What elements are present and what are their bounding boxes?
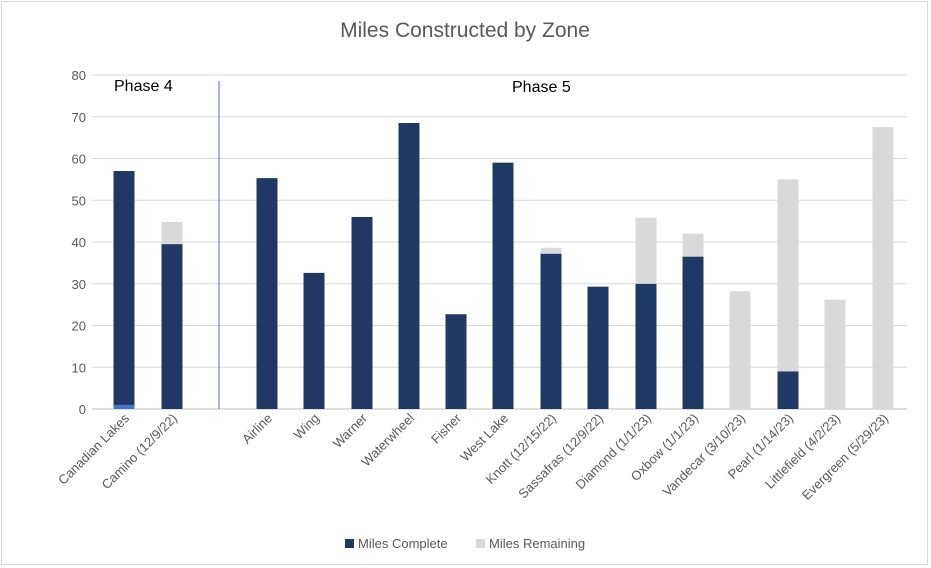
x-category-label: Vandecar (3/10/23) <box>659 411 748 500</box>
legend-swatch <box>476 539 485 548</box>
y-tick-label: 20 <box>72 319 86 334</box>
bar-miles-complete <box>492 162 514 409</box>
bar-miles-remaining <box>824 299 846 409</box>
bar-miles-remaining <box>777 179 799 372</box>
bar-miles-complete <box>540 253 562 409</box>
legend: Miles Complete Miles Remaining <box>345 536 585 551</box>
phase-4-label: Phase 4 <box>114 78 173 95</box>
y-tick-label: 70 <box>72 110 86 125</box>
legend-label: Miles Complete <box>358 536 448 551</box>
y-tick-label: 40 <box>72 235 86 250</box>
legend-label: Miles Remaining <box>489 536 585 551</box>
bar-miles-complete <box>587 286 609 409</box>
legend-swatch <box>345 539 354 548</box>
chart-title: Miles Constructed by Zone <box>340 19 590 42</box>
phase-5-label: Phase 5 <box>512 79 571 96</box>
bar-miles-complete <box>445 314 467 409</box>
x-category-label: Warner <box>330 410 371 451</box>
y-tick-label: 80 <box>72 68 86 83</box>
y-tick-label: 10 <box>72 360 86 375</box>
bar-miles-remaining <box>635 217 657 284</box>
y-tick-label: 60 <box>72 152 86 167</box>
bar-miles-complete <box>398 123 420 409</box>
bar-miles-remaining <box>872 127 894 409</box>
bar-miles-complete <box>351 216 373 409</box>
bar-miles-complete <box>303 272 325 409</box>
x-category-label: Fisher <box>428 410 465 447</box>
bar-miles-complete <box>113 171 135 409</box>
y-tick-label: 30 <box>72 277 86 292</box>
y-tick-label: 50 <box>72 193 86 208</box>
bar-miles-remaining <box>161 221 183 245</box>
bar-miles-remaining <box>540 247 562 254</box>
x-category-label: Evergreen (5/29/23) <box>799 411 891 503</box>
x-category-label: Airline <box>239 411 275 447</box>
bar-miles-complete <box>161 244 183 409</box>
y-tick-label: 0 <box>79 402 86 417</box>
bar-miles-complete <box>635 283 657 409</box>
bar-miles-complete <box>682 256 704 409</box>
bar-base-highlight <box>113 404 135 409</box>
bar-miles-complete <box>256 178 278 409</box>
x-category-label: Sassafras (12/9/22) <box>515 411 606 502</box>
bar-miles-remaining <box>682 233 704 257</box>
x-category-label: Wing <box>291 411 323 443</box>
bar-miles-remaining <box>729 291 751 409</box>
bar-miles-complete <box>777 371 799 409</box>
